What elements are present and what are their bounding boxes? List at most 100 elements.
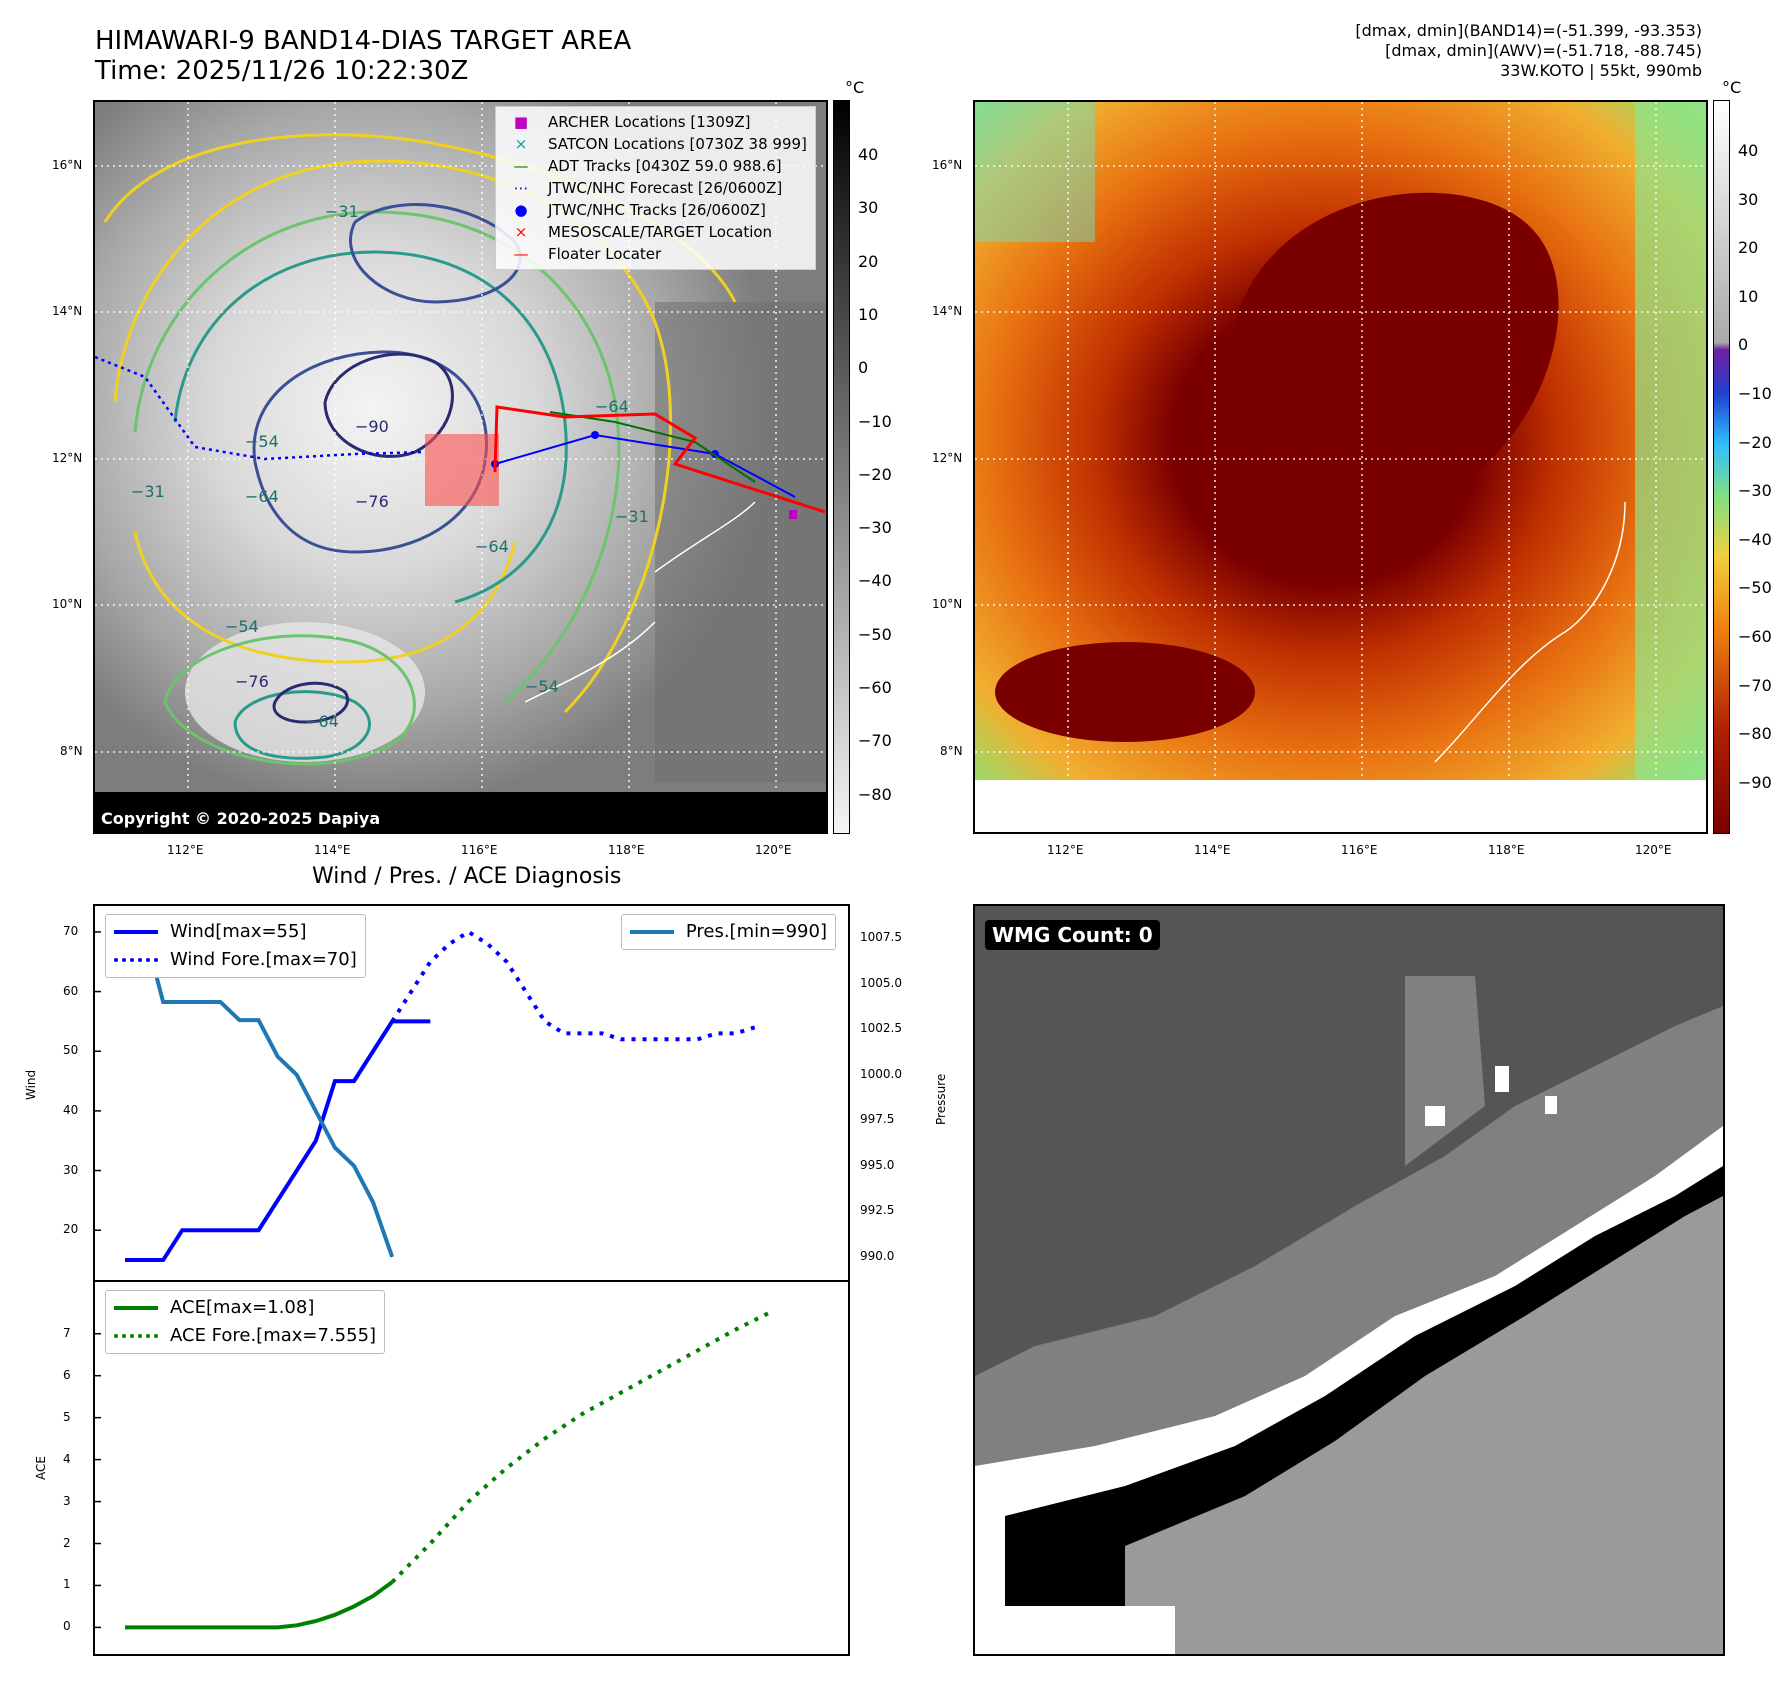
title-line2: Time: 2025/11/26 10:22:30Z bbox=[95, 56, 469, 86]
contour-label: −64 bbox=[245, 487, 279, 506]
lat-label: 12°N bbox=[52, 451, 83, 465]
cbar-tick-label: −70 bbox=[1738, 675, 1772, 695]
color-colorbar bbox=[1713, 100, 1730, 834]
wmg-count-label: WMG Count: 0 bbox=[985, 920, 1160, 950]
cbar-tick-label: 30 bbox=[858, 198, 879, 218]
lat-label: 8°N bbox=[60, 744, 83, 758]
lon-label: 114°E bbox=[1194, 843, 1231, 857]
legend-wind: Wind[max=55] bbox=[114, 918, 357, 946]
cbar-tick-label: −70 bbox=[858, 731, 892, 751]
ace-plot bbox=[95, 1308, 775, 1630]
cbar-tick-label: 20 bbox=[1738, 238, 1759, 258]
lat-label: 12°N bbox=[932, 451, 963, 465]
y-tick-label: 40 bbox=[63, 1102, 79, 1117]
lon-label: 118°E bbox=[608, 843, 645, 857]
y-tick-label: 60 bbox=[63, 983, 79, 998]
y-tick-label: 30 bbox=[63, 1162, 79, 1177]
stats-line2: [dmax, dmin](AWV)=(-51.718, -88.745) bbox=[1385, 41, 1702, 60]
line-marker-icon: — bbox=[513, 157, 529, 175]
lon-label: 116°E bbox=[1341, 843, 1378, 857]
chart-title: Wind / Pres. / ACE Diagnosis bbox=[312, 864, 622, 889]
series-line-1 bbox=[390, 1308, 775, 1584]
lon-label: 114°E bbox=[314, 843, 351, 857]
dotted-line-icon: ⋯ bbox=[513, 179, 529, 197]
cbar-tick-label: −30 bbox=[1738, 481, 1772, 501]
contour-label: −54 bbox=[225, 617, 259, 636]
contour-label: −54 bbox=[245, 432, 279, 451]
wind-pres-chart: Wind[max=55] Wind Fore.[max=70] Pres.[mi… bbox=[93, 904, 850, 1282]
series-line-1 bbox=[390, 929, 756, 1042]
ace-ylabel: ACE bbox=[34, 1456, 48, 1480]
pres-ylabel: Pressure bbox=[934, 1073, 948, 1125]
x-marker-icon: × bbox=[514, 223, 528, 241]
cbar-tick-label: −20 bbox=[1738, 432, 1772, 452]
y2-tick-label: 1002.5 bbox=[860, 1021, 902, 1036]
series-line-0 bbox=[125, 1019, 431, 1263]
y2-tick-label: 1005.0 bbox=[860, 975, 902, 990]
cbar-tick-label: −20 bbox=[858, 464, 892, 484]
cbar-tick-label: 0 bbox=[1738, 335, 1749, 355]
cbar-tick-label: −60 bbox=[1738, 627, 1772, 646]
lat-label: 8°N bbox=[940, 744, 963, 758]
stats-line3: 33W.KOTO | 55kt, 990mb bbox=[1500, 61, 1702, 80]
square-marker-icon: ■ bbox=[513, 113, 529, 131]
y-tick-label: 3 bbox=[63, 1493, 71, 1508]
cbar-tick-label: −30 bbox=[858, 518, 892, 538]
contour-label: −31 bbox=[131, 482, 165, 501]
ir-map-panel: −31 −31 −54 −64 −90 −76 −64 −54 −76 −64 … bbox=[93, 100, 828, 834]
pres-legend: Pres.[min=990] bbox=[620, 914, 836, 950]
cbar-tick-label: −80 bbox=[858, 784, 892, 804]
y2-tick-label: 990.0 bbox=[860, 1248, 895, 1263]
cbar-tick-label: 10 bbox=[1738, 286, 1759, 306]
contour-label: −64 bbox=[305, 712, 339, 731]
title-line1: HIMAWARI-9 BAND14-DIAS TARGET AREA bbox=[95, 26, 632, 56]
series-line-0 bbox=[125, 1580, 394, 1630]
y-tick-label: 7 bbox=[63, 1325, 71, 1340]
cbar-tick-label: −50 bbox=[1738, 578, 1772, 598]
contour-label: −54 bbox=[525, 677, 559, 696]
y2-tick-label: 1007.5 bbox=[860, 930, 902, 945]
legend-wind-fore: Wind Fore.[max=70] bbox=[114, 946, 357, 974]
legend-satcon: × SATCON Locations [0730Z 38 999] bbox=[504, 133, 807, 155]
legend-tracks: ● JTWC/NHC Tracks [26/0600Z] bbox=[504, 199, 807, 221]
lat-label: 16°N bbox=[52, 158, 83, 172]
lon-label: 120°E bbox=[1635, 843, 1672, 857]
y-tick-label: 5 bbox=[63, 1409, 71, 1424]
line-marker-icon: — bbox=[513, 245, 529, 263]
lon-label: 118°E bbox=[1488, 843, 1525, 857]
lat-label: 14°N bbox=[932, 304, 963, 318]
y2-tick-label: 992.5 bbox=[860, 1203, 895, 1218]
legend-forecast: ⋯ JTWC/NHC Forecast [26/0600Z] bbox=[504, 177, 807, 199]
contour-label: −76 bbox=[235, 672, 269, 691]
lat-label: 14°N bbox=[52, 304, 83, 318]
contour-label: −64 bbox=[595, 397, 629, 416]
contour-label: −64 bbox=[475, 537, 509, 556]
wind-ylabel: Wind bbox=[24, 1069, 38, 1100]
legend-ace: ACE[max=1.08] bbox=[114, 1294, 376, 1322]
y2-tick-label: 997.5 bbox=[860, 1112, 895, 1127]
cbar-unit: °C bbox=[1722, 78, 1742, 97]
lat-label: 10°N bbox=[52, 597, 83, 611]
gray-colorbar bbox=[833, 100, 850, 834]
cbar-tick-label: −10 bbox=[1738, 384, 1772, 403]
lat-label: 16°N bbox=[932, 158, 963, 172]
stats-line1: [dmax, dmin](BAND14)=(-51.399, -93.353) bbox=[1355, 21, 1702, 40]
contour-label: −31 bbox=[325, 202, 359, 221]
wind-legend: Wind[max=55] Wind Fore.[max=70] bbox=[105, 914, 366, 978]
cbar-tick-label: −80 bbox=[1738, 724, 1772, 744]
y-tick-label: 2 bbox=[63, 1535, 71, 1550]
ace-chart: ACE[max=1.08] ACE Fore.[max=7.555] bbox=[93, 1280, 850, 1656]
cbar-tick-label: 30 bbox=[1738, 189, 1759, 209]
cbar-tick-label: −50 bbox=[858, 624, 892, 644]
cbar-tick-label: 40 bbox=[1738, 141, 1759, 160]
wmg-image bbox=[975, 906, 1723, 1654]
cbar-tick-label: −60 bbox=[858, 678, 892, 697]
y-tick-label: 70 bbox=[63, 923, 79, 938]
y-tick-label: 4 bbox=[63, 1451, 71, 1466]
legend-floater: — Floater Locater bbox=[504, 243, 807, 265]
map-legend: ■ ARCHER Locations [1309Z] × SATCON Locati… bbox=[495, 106, 816, 270]
cbar-tick-label: 20 bbox=[858, 251, 879, 271]
lon-label: 112°E bbox=[167, 843, 204, 857]
cbar-tick-label: 10 bbox=[858, 304, 879, 324]
y-tick-label: 50 bbox=[63, 1043, 79, 1058]
